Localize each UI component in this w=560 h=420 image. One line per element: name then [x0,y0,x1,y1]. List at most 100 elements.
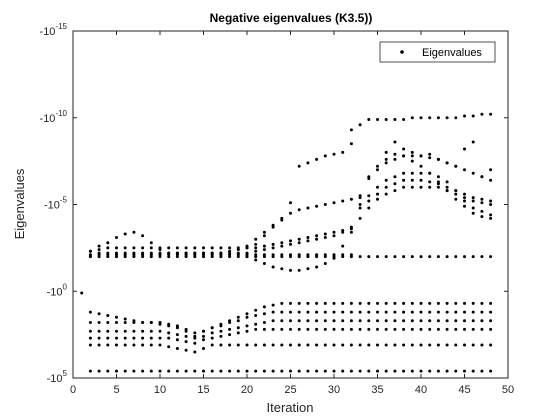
data-point [106,253,110,257]
data-point [471,369,475,373]
data-point [480,209,484,213]
data-point [463,369,466,373]
data-point [289,327,292,331]
data-point [97,343,101,347]
data-point [228,333,232,337]
data-point [228,369,232,373]
data-point [489,343,493,347]
data-point [280,310,284,314]
data-point [115,321,118,324]
data-point [428,319,432,323]
data-point [454,301,458,305]
data-point [254,237,258,241]
data-point [262,253,266,257]
data-point [297,343,301,347]
data-point [402,178,406,182]
data-point [228,246,232,250]
data-point [88,336,92,340]
data-point [271,369,275,373]
data-point [471,171,475,175]
data-point [419,116,423,120]
data-point [132,369,136,373]
data-point [280,301,284,305]
data-point [393,140,397,144]
data-point [297,208,301,212]
data-point [315,319,319,323]
data-point [376,192,379,196]
data-point [471,319,475,323]
data-point [445,255,449,259]
data-point [132,253,136,257]
data-point [436,327,440,331]
data-point [436,255,440,259]
data-point [384,157,388,161]
data-point [245,255,249,259]
data-point [306,327,310,331]
data-point [219,246,223,250]
data-point [254,369,258,373]
data-point [384,150,388,154]
data-point [289,242,292,246]
data-point [315,369,319,373]
data-point [332,310,336,314]
data-point [410,178,414,182]
data-point [245,329,249,333]
data-point [454,255,458,259]
data-point [106,321,110,324]
y-tick-label: -105 [47,369,68,385]
data-point [210,369,214,373]
data-point [315,234,319,238]
data-point [463,327,466,331]
data-point [489,310,493,314]
data-point [445,161,449,165]
data-point [489,178,493,182]
data-point [167,336,171,340]
y-tick-label: -10-5 [44,196,68,212]
data-point [376,301,379,305]
data-point [402,118,406,121]
data-point [158,369,162,373]
data-point [332,369,336,373]
data-point [454,327,458,331]
data-point [341,253,345,257]
data-point [254,249,258,253]
data-point [228,343,232,347]
chart-title: Negative eigenvalues (K3.5)) [210,11,373,25]
data-point [471,310,475,314]
data-point [88,321,92,324]
data-point [289,201,292,205]
data-point [367,175,371,179]
data-point [219,329,223,333]
data-point [123,253,127,257]
data-point [463,196,466,200]
data-point [306,267,310,271]
data-point [471,199,475,203]
data-point [115,315,118,319]
data-point [132,329,136,333]
data-point [428,171,432,175]
data-point [349,253,353,257]
data-point [419,301,423,305]
data-point [480,319,484,323]
data-point [436,343,440,347]
data-point [463,147,466,151]
legend-marker [400,50,404,54]
data-point [402,154,406,158]
legend: Eigenvalues [379,41,496,63]
data-point [341,244,345,248]
data-point [167,324,171,328]
data-point [445,301,449,305]
data-point [367,310,371,314]
data-point [480,369,484,373]
x-axis: 0 5 10 15 20 25 30 35 40 45 50 [70,31,514,396]
data-point [158,343,162,347]
data-point [367,343,371,347]
x-tick-label: 25 [284,384,296,396]
data-point [141,336,145,340]
data-point [315,204,319,208]
data-point [489,216,493,220]
data-point [367,369,371,373]
data-point [297,327,301,331]
data-point [384,319,388,323]
data-point [428,343,432,347]
